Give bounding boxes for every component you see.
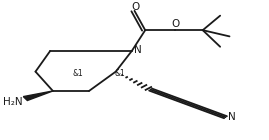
Text: N: N: [228, 112, 235, 122]
Text: &1: &1: [73, 69, 84, 78]
Text: O: O: [171, 19, 179, 29]
Text: H₂N: H₂N: [3, 97, 23, 107]
Text: N: N: [134, 46, 141, 55]
Polygon shape: [23, 91, 53, 101]
Text: O: O: [131, 2, 139, 12]
Text: &1: &1: [114, 69, 125, 78]
